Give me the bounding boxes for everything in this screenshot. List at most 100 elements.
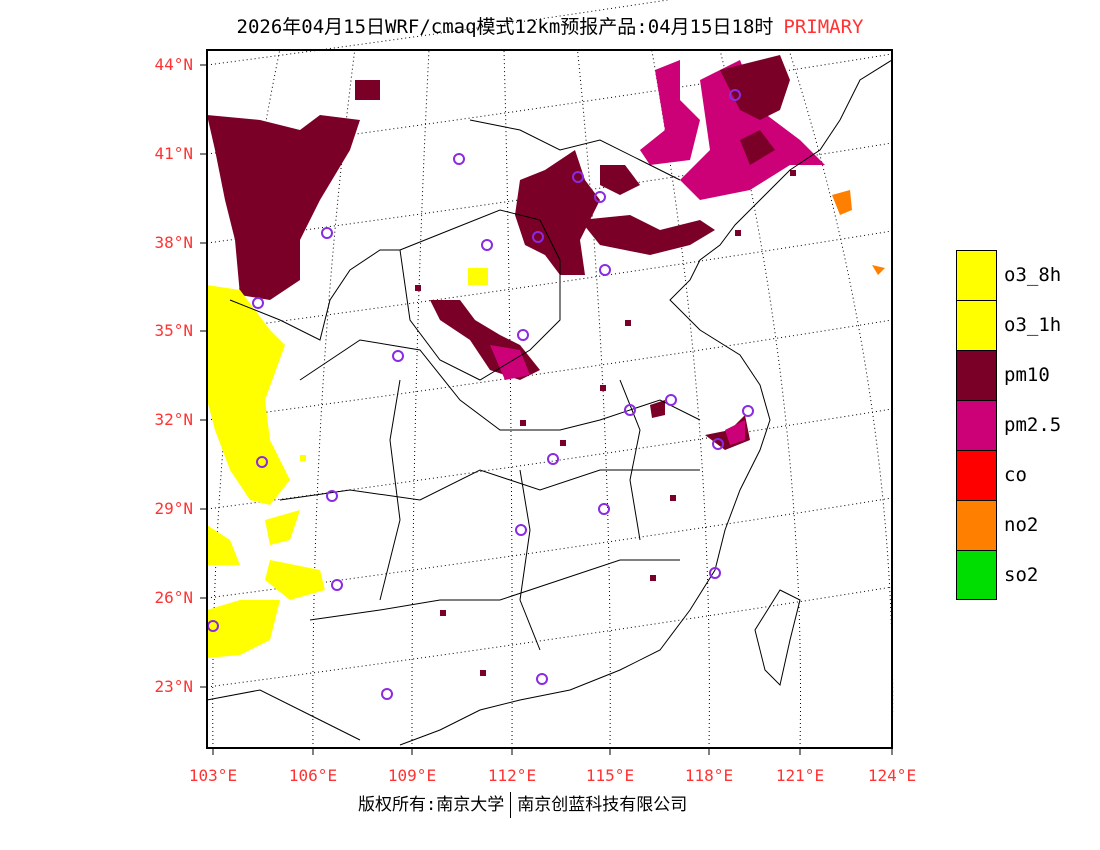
copyright-left: 版权所有:南京大学 xyxy=(358,795,505,815)
map-frame xyxy=(206,49,893,749)
pollution-cell xyxy=(625,320,631,326)
border-line xyxy=(206,689,361,741)
footer-divider xyxy=(510,792,512,818)
station-marker xyxy=(256,456,268,468)
station-marker xyxy=(536,673,548,685)
lon-label: 118°E xyxy=(684,766,734,785)
station-marker xyxy=(252,297,264,309)
pollution-cell xyxy=(790,170,796,176)
pollution-cell xyxy=(560,440,566,446)
legend-label: pm10 xyxy=(1004,364,1050,386)
parallel-line xyxy=(206,0,671,66)
pollution-area xyxy=(515,150,600,275)
station-marker xyxy=(532,231,544,243)
border-line xyxy=(519,469,541,651)
pollution-area xyxy=(720,55,790,120)
station-marker xyxy=(453,153,465,165)
legend-item-co: co xyxy=(956,450,1061,500)
meridian-line xyxy=(577,49,611,749)
border-line xyxy=(399,209,561,381)
province-borders xyxy=(206,59,893,746)
lat-label: 35°N xyxy=(154,321,193,340)
pollution-area xyxy=(640,60,700,165)
lon-label: 106°E xyxy=(288,766,338,785)
border-line xyxy=(229,249,400,341)
legend-item-pm10: pm10 xyxy=(956,350,1061,400)
legend-swatch xyxy=(956,300,997,350)
border-line xyxy=(379,379,401,601)
meridian-line xyxy=(312,49,356,749)
legend-label: pm2.5 xyxy=(1004,414,1062,436)
pollution-area xyxy=(580,215,715,255)
lat-label: 26°N xyxy=(154,588,193,607)
border-line xyxy=(299,339,701,431)
border-line xyxy=(754,589,801,686)
pollution-cell xyxy=(440,610,446,616)
pollution-area xyxy=(207,115,360,300)
station-marker xyxy=(729,89,741,101)
station-marker xyxy=(481,239,493,251)
station-marker xyxy=(742,405,754,417)
station-marker xyxy=(572,171,584,183)
pollution-area xyxy=(680,60,825,200)
pollution-area xyxy=(265,560,325,600)
legend-label: co xyxy=(1004,464,1027,486)
station-marker xyxy=(624,404,636,416)
station-marker xyxy=(599,264,611,276)
pollution-cell xyxy=(480,670,486,676)
pollution-area xyxy=(207,600,280,658)
legend-swatch xyxy=(956,350,997,400)
lon-label: 121°E xyxy=(775,766,825,785)
pollution-cell xyxy=(600,385,606,391)
legend-label: no2 xyxy=(1004,514,1039,536)
station-marker xyxy=(709,567,721,579)
legend-item-so2: so2 xyxy=(956,550,1061,600)
legend-label: o3_8h xyxy=(1004,264,1062,286)
pollution-area xyxy=(740,130,775,165)
legend-item-no2: no2 xyxy=(956,500,1061,550)
lon-label: 109°E xyxy=(387,766,437,785)
lon-label: 112°E xyxy=(487,766,537,785)
station-marker xyxy=(712,438,724,450)
legend-swatch xyxy=(956,400,997,450)
city-stations xyxy=(207,89,754,700)
station-marker xyxy=(598,503,610,515)
legend-item-pm2.5: pm2.5 xyxy=(956,400,1061,450)
pollution-area xyxy=(832,190,852,215)
legend-swatch xyxy=(956,550,997,600)
pollution-area xyxy=(207,525,240,565)
lat-label: 38°N xyxy=(154,233,193,252)
legend-swatch xyxy=(956,500,997,550)
pollution-area xyxy=(600,165,640,195)
pollution-cell xyxy=(520,420,526,426)
pollution-layer xyxy=(207,55,885,676)
lat-label: 32°N xyxy=(154,410,193,429)
pollution-cell xyxy=(735,230,741,236)
station-marker xyxy=(326,490,338,502)
pollution-area xyxy=(265,510,300,545)
station-marker xyxy=(665,394,677,406)
meridian-line xyxy=(503,49,513,749)
copyright-footer: 版权所有:南京大学 南京创蓝科技有限公司 xyxy=(358,790,687,818)
border-line xyxy=(469,119,681,181)
legend-swatch xyxy=(956,250,997,300)
station-marker xyxy=(321,227,333,239)
title-text: 2026年04月15日WRF/cmaq模式12km预报产品:04月15日18时 xyxy=(236,16,774,38)
pollution-cell xyxy=(415,285,421,291)
station-marker xyxy=(517,329,529,341)
lat-label: 41°N xyxy=(154,144,193,163)
pollution-area xyxy=(207,285,290,505)
station-marker xyxy=(392,350,404,362)
legend: o3_8h o3_1h pm10 pm2.5 co no2 so2 xyxy=(956,250,1061,600)
legend-item-o3_8h: o3_8h xyxy=(956,250,1061,300)
meridian-line xyxy=(411,49,430,749)
pollution-cell xyxy=(650,575,656,581)
copyright-right: 南京创蓝科技有限公司 xyxy=(517,795,688,815)
pollution-area xyxy=(725,420,745,445)
lon-label: 124°E xyxy=(867,766,917,785)
lon-label: 103°E xyxy=(188,766,238,785)
parallel-line xyxy=(206,586,893,688)
lon-label: 115°E xyxy=(585,766,635,785)
pollution-area xyxy=(650,400,665,418)
